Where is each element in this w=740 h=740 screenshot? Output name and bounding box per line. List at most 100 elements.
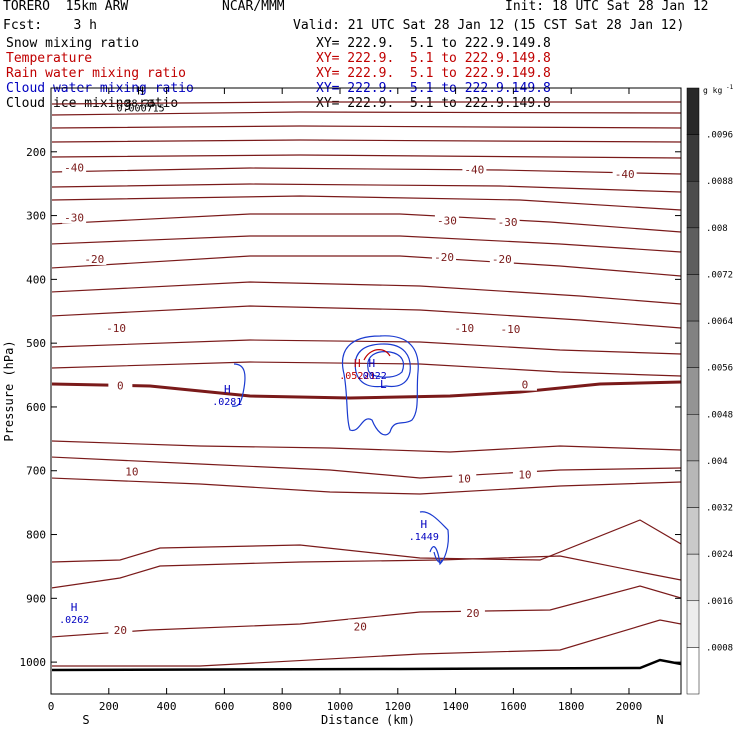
isotherm: [52, 619, 681, 667]
extremum-value: .0022: [357, 371, 387, 382]
field-xy-rain: XY= 222.9. 5.1 to 222.9.149.8: [316, 66, 551, 81]
temperature-label: 20: [466, 607, 479, 620]
temperature-label: -20: [492, 253, 512, 266]
cloud-water-contour: [342, 335, 419, 436]
field-xy-snow: XY= 222.9. 5.1 to 222.9.149.8: [316, 36, 551, 51]
colorbar-tick-label: .0096: [706, 131, 733, 141]
extremum-marker: H: [354, 357, 361, 370]
field-xy-cloud-ice: XY= 222.9. 5.1 to 222.9.149.8: [316, 96, 551, 111]
temperature-label: 10: [458, 472, 471, 485]
temperature-label: -20: [434, 251, 454, 264]
x-tick-label: 1800: [558, 700, 585, 713]
isotherm: [52, 235, 681, 253]
isotherm: [52, 456, 681, 479]
y-tick-label: 1000: [20, 656, 47, 669]
temperature-label: 20: [114, 624, 127, 637]
x-tick-label: 1600: [500, 700, 527, 713]
temperature-label: -30: [64, 211, 84, 224]
x-tick-label: 600: [214, 700, 234, 713]
temperature-label-bg: [498, 322, 523, 336]
temperature-label-bg: [460, 605, 485, 619]
cloud-water-contour: [231, 363, 246, 407]
temperature-label: 0: [117, 379, 124, 392]
extremum-marker: L: [380, 378, 387, 391]
colorbar-segment: [686, 87, 700, 135]
temperature-label: -30: [437, 215, 457, 228]
colorbar-unit-exponent: -1: [726, 84, 734, 91]
extremum-marker: H: [420, 518, 427, 531]
isotherm: [52, 213, 681, 233]
colorbar: .0096 .0088 .008 .0072 .0064 .0056 .0048 .004 .0…: [686, 87, 733, 695]
isotherm: [52, 477, 681, 495]
y-tick-label: 200: [26, 146, 46, 159]
temperature-label-bg: [612, 167, 637, 181]
temperature-label: -10: [106, 322, 126, 335]
temperature-label: -10: [454, 322, 474, 335]
cloud-water-contour: [354, 343, 411, 388]
colorbar-segment: [686, 134, 700, 182]
colorbar-segment: [686, 367, 700, 415]
isotherm: [52, 154, 681, 159]
y-tick-label: 500: [26, 337, 46, 350]
forecast-hour: Fcst: 3 h: [3, 18, 97, 33]
temperature-label: -20: [84, 253, 104, 266]
colorbar-segment: [686, 647, 700, 695]
init-time: Init: 18 UTC Sat 28 Jan 12: [505, 0, 709, 14]
y-tick-label: 400: [26, 273, 46, 286]
isotherm-zero: [52, 380, 681, 400]
extremum-value: .0262: [59, 615, 89, 626]
isotherm: [52, 361, 681, 377]
colorbar-segment: [686, 320, 700, 368]
valid-time: Valid: 21 UTC Sat 28 Jan 12 (15 CST Sat …: [293, 18, 685, 33]
y-tick-label: 600: [26, 401, 46, 414]
colorbar-tick-label: .0032: [706, 504, 733, 514]
temperature-label-bg: [434, 213, 459, 227]
isotherm: [52, 167, 681, 175]
temperature-label-bg: [452, 471, 477, 485]
temperature-label: 20: [354, 620, 367, 633]
cloud-water-contour: [367, 351, 405, 378]
extremum-value: .05221: [339, 371, 375, 382]
colorbar-tick-label: .0072: [706, 270, 733, 280]
y-tick-label: 800: [26, 529, 46, 542]
isotherm: [52, 125, 681, 129]
x-tick-label: 400: [157, 700, 177, 713]
isotherm: [52, 281, 681, 305]
extremum-marker: H: [71, 601, 78, 614]
temperature-label-bg: [512, 467, 537, 481]
y-tick-label: 700: [26, 465, 46, 478]
temperature-label-bg: [489, 251, 514, 265]
colorbar-unit: g kg: [703, 86, 722, 95]
extremum-marker: H: [368, 357, 375, 370]
colorbar-tick-label: .008: [706, 224, 728, 234]
colorbar-segment: [686, 460, 700, 508]
ground-line: [52, 658, 681, 672]
field-name-rain: Rain water mixing ratio: [6, 66, 187, 81]
temperature-label: -40: [464, 164, 484, 177]
x-tick-label: 1400: [442, 700, 469, 713]
temperature-label-bg: [452, 320, 477, 334]
cloud-water-contour: [419, 511, 449, 566]
isotherm: [52, 255, 681, 277]
temperature-label-bg: [62, 160, 87, 174]
colorbar-tick-label: .0088: [706, 177, 733, 187]
center-title: NCAR/MMM: [222, 0, 285, 14]
isotherm: [52, 195, 681, 211]
temperature-label-bg: [108, 378, 133, 392]
isotherm: [52, 101, 681, 105]
colorbar-segment: [686, 180, 700, 229]
temperature-label-bg: [119, 464, 144, 478]
x-tick-label: 800: [272, 700, 292, 713]
x-tick-label: 1200: [385, 700, 412, 713]
x-axis-label: Distance (km): [321, 713, 415, 727]
extremum-value: .1449: [409, 532, 439, 543]
extremum-value: 0.000715: [117, 103, 165, 114]
plot-frame: [50, 87, 682, 695]
x-tick-label: 1000: [327, 700, 354, 713]
extremum-marker: H: [137, 84, 144, 97]
colorbar-segment: [686, 600, 700, 648]
y-tick-label: 900: [26, 592, 46, 605]
isotherm: [52, 555, 681, 589]
field-xy-temperature: XY= 222.9. 5.1 to 222.9.149.8: [316, 51, 551, 66]
colorbar-tick-label: .0024: [706, 550, 733, 560]
